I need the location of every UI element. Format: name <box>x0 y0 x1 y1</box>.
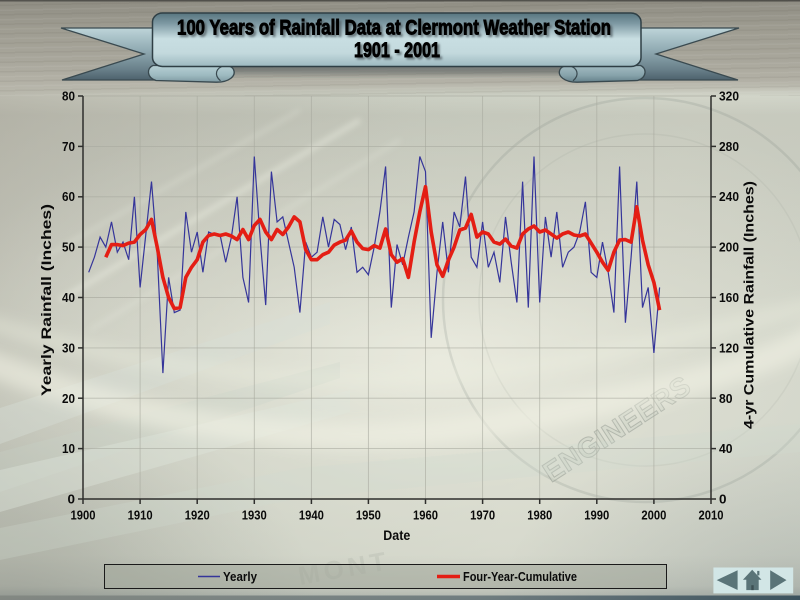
svg-text:1901 - 2001: 1901 - 2001 <box>356 40 442 64</box>
svg-text:Four-Year-Cumulative: Four-Year-Cumulative <box>463 570 577 584</box>
svg-text:200: 200 <box>719 240 739 255</box>
svg-text:1900: 1900 <box>71 508 96 523</box>
svg-text:20: 20 <box>62 391 75 406</box>
svg-text:100 Years of Rainfall Data at: 100 Years of Rainfall Data at Clermont W… <box>179 18 613 42</box>
svg-text:2010: 2010 <box>699 508 724 523</box>
svg-text:50: 50 <box>62 240 75 255</box>
svg-text:80: 80 <box>719 391 733 406</box>
svg-text:30: 30 <box>62 340 75 355</box>
svg-text:1940: 1940 <box>299 508 324 523</box>
svg-text:0: 0 <box>68 492 76 507</box>
svg-text:160: 160 <box>719 290 739 305</box>
svg-text:Yearly Rainfall (Inches): Yearly Rainfall (Inches) <box>39 204 54 396</box>
svg-text:120: 120 <box>719 340 739 355</box>
svg-text:1901 - 2001: 1901 - 2001 <box>354 38 440 62</box>
svg-text:280: 280 <box>719 139 739 154</box>
svg-text:320: 320 <box>719 89 739 104</box>
svg-text:Yearly: Yearly <box>223 570 257 584</box>
svg-text:1990: 1990 <box>584 508 609 523</box>
svg-text:100 Years of Rainfall Data at: 100 Years of Rainfall Data at Clermont W… <box>177 16 611 40</box>
svg-text:1930: 1930 <box>242 508 267 523</box>
svg-text:40: 40 <box>62 290 75 305</box>
svg-text:1920: 1920 <box>185 508 210 523</box>
svg-text:2000: 2000 <box>641 508 666 523</box>
svg-text:240: 240 <box>719 189 739 204</box>
svg-text:4-yr Cumulative Rainfall (Inch: 4-yr Cumulative Rainfall (Inches) <box>742 181 757 429</box>
svg-text:1950: 1950 <box>356 508 381 523</box>
svg-text:1970: 1970 <box>470 508 495 523</box>
svg-text:80: 80 <box>62 89 75 104</box>
svg-text:1910: 1910 <box>128 508 153 523</box>
svg-text:60: 60 <box>62 189 75 204</box>
svg-text:1960: 1960 <box>413 508 438 523</box>
svg-text:40: 40 <box>719 441 733 456</box>
svg-text:Date: Date <box>383 527 410 543</box>
svg-text:70: 70 <box>62 139 75 154</box>
svg-text:1980: 1980 <box>527 508 552 523</box>
svg-text:0: 0 <box>719 492 727 507</box>
svg-text:10: 10 <box>62 441 75 456</box>
